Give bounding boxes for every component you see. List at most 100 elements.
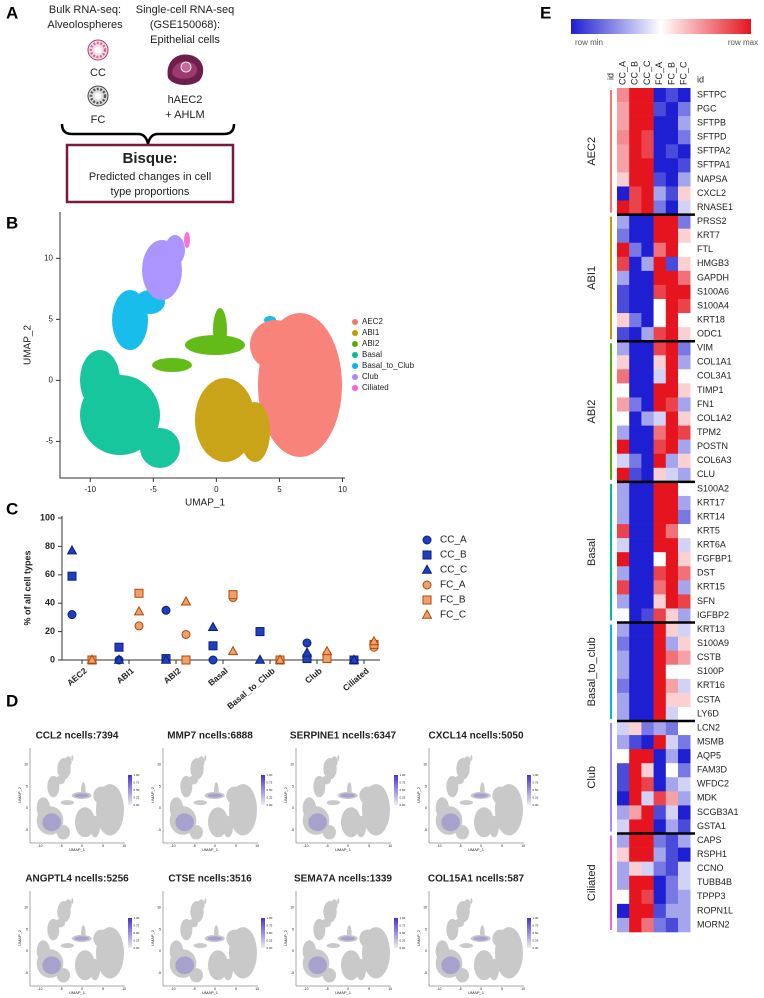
heatmap-cell — [653, 791, 667, 806]
x-axis-label: UMAP_1 — [202, 990, 219, 995]
group-label: Club — [586, 766, 598, 789]
column-label: FC_C — [678, 61, 688, 85]
heatmap-cell — [641, 917, 654, 933]
y-tick-label: -5 — [158, 828, 161, 832]
heatmap-cell — [641, 467, 654, 483]
x-tick-label: -10 — [437, 987, 442, 991]
colorbar-label: 0.25 — [533, 795, 539, 799]
x-axis-label: UMAP_1 — [335, 847, 352, 852]
heatmap-cell — [629, 439, 642, 455]
heatmap-cell — [665, 355, 679, 370]
x-tick-label: 0 — [347, 987, 349, 991]
y-tick-label: 0 — [159, 949, 161, 953]
row-label: SFTPB — [697, 118, 726, 128]
x-axis-label: UMAP_1 — [335, 990, 352, 995]
point — [86, 654, 98, 664]
row-label: TUBB4B — [697, 877, 732, 887]
x-tick-label: 0 — [347, 844, 349, 848]
heatmap-cell — [653, 875, 667, 891]
id-label: id — [697, 74, 704, 84]
heatmap-cell — [665, 116, 679, 131]
plot-title: CXCL14 ncells:5050 — [428, 731, 523, 742]
x-tick-label: Basal — [206, 666, 230, 688]
heatmap-cell — [678, 228, 691, 244]
heatmap-cell — [629, 524, 642, 539]
heatmap-cell — [665, 721, 679, 736]
y-tick-label: -5 — [25, 828, 28, 832]
y-tick-label: -5 — [291, 828, 294, 832]
heatmap-cell — [617, 453, 630, 469]
legend-swatch — [352, 385, 358, 391]
heatmap-cell — [617, 284, 630, 300]
heatmap-cell — [665, 861, 679, 877]
heatmap-cell — [641, 692, 654, 708]
group-label: ABI1 — [586, 266, 598, 290]
row-label: GAPDH — [697, 272, 729, 282]
heatmap-cell — [617, 580, 630, 595]
heatmap-cell — [665, 88, 679, 103]
heatmap-cell — [629, 706, 642, 722]
y-tick-label: 80 — [45, 541, 55, 551]
axis — [162, 748, 258, 844]
heatmap-cell — [653, 903, 667, 919]
row-label: MDK — [697, 793, 717, 803]
y-tick-label: 0 — [425, 806, 427, 810]
row-label: FAM3D — [697, 765, 728, 775]
x-tick-label: -10 — [304, 844, 309, 848]
heatmap-cell — [653, 735, 667, 750]
heatmap-cell — [629, 200, 642, 215]
colorbar-label: 0.25 — [400, 938, 406, 942]
y-tick-label: -5 — [424, 828, 427, 832]
row-label: TPM2 — [697, 427, 721, 437]
heatmap-cell — [665, 608, 679, 623]
y-tick-label: 10 — [157, 762, 161, 766]
group-label: ABI2 — [586, 400, 598, 424]
heatmap-cell — [653, 425, 667, 440]
x-tick-label: -10 — [38, 844, 43, 848]
feature-plot: CCL2 ncells:7394 -10 -5 0 5 10 -5 0 5 10 UMAP_1 UMA… — [17, 731, 140, 852]
colorbar-label: row min — [575, 38, 603, 47]
colorbar-label: 0.75 — [134, 923, 140, 927]
heatmap-cell — [653, 622, 667, 637]
heatmap-cell — [665, 495, 679, 511]
heatmap-cell — [653, 608, 667, 623]
heatmap-cell — [629, 538, 642, 553]
heatmap-cell — [641, 538, 654, 553]
row-label: SFTPC — [697, 89, 727, 99]
heatmap-cell — [665, 102, 679, 117]
heatmap-cell — [653, 453, 667, 469]
x-tick-label: ABI2 — [161, 665, 182, 685]
heatmap-cell — [665, 903, 679, 919]
heatmap-cell — [678, 805, 691, 820]
heatmap-cell — [678, 889, 691, 905]
heatmap-cell — [641, 735, 654, 750]
heatmap-cell — [665, 650, 679, 666]
heatmap-cell — [617, 566, 630, 581]
y-tick-label: 60 — [45, 569, 55, 579]
heatmap-cell — [641, 636, 654, 651]
heatmap-cell — [641, 327, 654, 342]
x-axis-label: UMAP_1 — [69, 847, 86, 852]
column-label: CC_A — [617, 61, 627, 85]
cc-icon — [87, 39, 109, 61]
row-label: NAPSA — [697, 174, 728, 184]
heatmap-cell — [678, 425, 691, 440]
heatmap-cell — [678, 510, 691, 525]
row-label: CCNO — [697, 863, 724, 873]
heatmap-cell — [653, 721, 667, 736]
x-tick-label: -5 — [193, 844, 196, 848]
y-tick-label: 10 — [423, 762, 427, 766]
heatmap-cell — [629, 467, 642, 483]
heatmap-cell — [653, 594, 667, 609]
point — [227, 645, 239, 656]
colorbar — [128, 775, 132, 805]
heatmap-cell — [678, 88, 691, 103]
heatmap-cell — [641, 453, 654, 469]
axis — [29, 891, 125, 987]
heatmap-cell — [617, 467, 630, 483]
colorbar-label: 1.00 — [400, 773, 406, 777]
point — [114, 642, 124, 652]
heatmap-cell — [617, 510, 630, 525]
colorbar-label: row max — [728, 38, 758, 47]
heatmap-cell — [641, 284, 654, 300]
